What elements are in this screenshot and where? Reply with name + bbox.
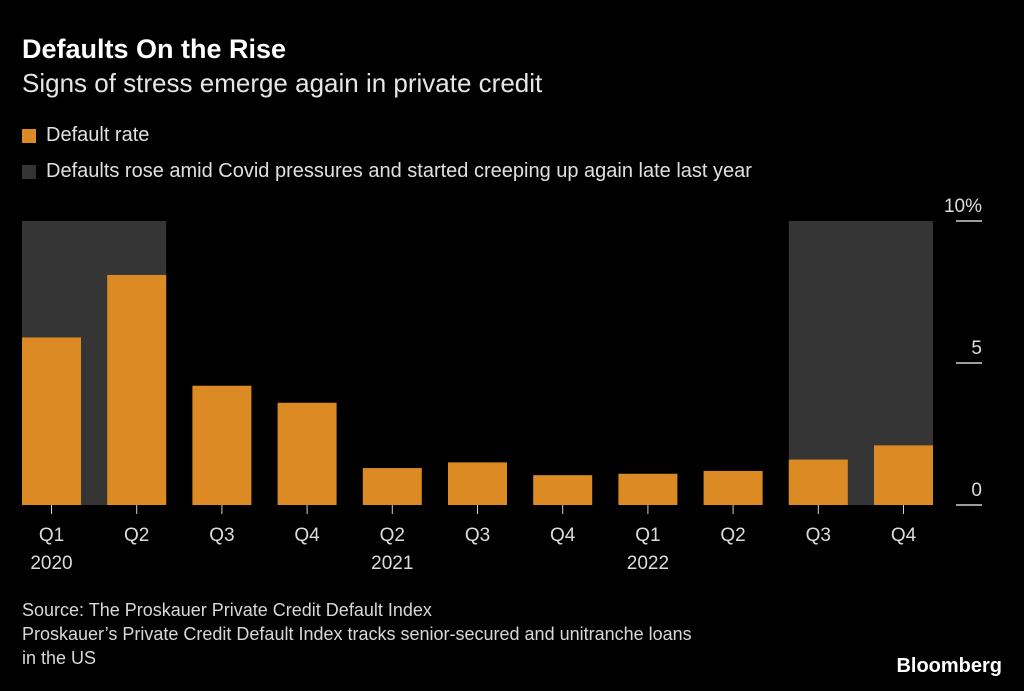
legend-swatch-gray	[22, 164, 36, 179]
x-year-label: 2022	[627, 553, 669, 574]
legend-label: Defaults rose amid Covid pressures and s…	[46, 160, 752, 182]
legend-swatch-orange	[22, 128, 36, 143]
chart-title: Defaults On the Rise	[22, 34, 287, 64]
legend-item-highlight: Defaults rose amid Covid pressures and s…	[22, 160, 752, 183]
bloomberg-logo: Bloomberg	[896, 655, 1002, 677]
x-tick-label: Q2	[380, 525, 405, 546]
x-tick-label: Q1	[635, 525, 660, 546]
footnote-line-2: in the US	[22, 648, 97, 668]
legend-label: Default rate	[46, 124, 150, 146]
bar-7	[618, 473, 678, 505]
x-year-label: 2021	[371, 553, 413, 574]
bar-0	[22, 337, 81, 505]
y-tick-label: 10%	[944, 196, 982, 217]
x-tick-label: Q1	[39, 525, 64, 546]
source-note: Source: The Proskauer Private Credit Def…	[22, 600, 432, 620]
footnote-line-1: Proskauer’s Private Credit Default Index…	[22, 624, 692, 644]
bar-chart: Q1 2020 Q2 Q3 Q4 Q2 2021 Q3 Q4 Q1 2022 Q2 Q3 Q4 0 5 10%	[22, 196, 982, 574]
x-tick-label: Q4	[294, 525, 320, 546]
bar-3	[277, 402, 337, 505]
x-tick-label: Q3	[806, 525, 831, 546]
bar-4	[362, 468, 422, 505]
bar-10	[874, 445, 933, 505]
bar-8	[703, 470, 763, 505]
bar-1	[107, 274, 167, 505]
chart-subtitle: Signs of stress emerge again in private …	[22, 68, 543, 98]
bar-6	[533, 475, 593, 505]
x-tick-label: Q4	[891, 525, 917, 546]
y-tick-label: 0	[971, 480, 982, 501]
bar-2	[192, 385, 252, 505]
legend-item-default-rate: Default rate	[22, 124, 149, 147]
bar-9	[788, 459, 848, 505]
x-tick-label: Q3	[209, 525, 234, 546]
x-tick-label: Q2	[124, 525, 149, 546]
bar-5	[448, 462, 507, 505]
x-tick-label: Q4	[550, 525, 576, 546]
y-tick-label: 5	[971, 338, 982, 359]
x-year-label: 2020	[30, 553, 72, 574]
x-tick-label: Q2	[720, 525, 745, 546]
x-tick-label: Q3	[465, 525, 490, 546]
